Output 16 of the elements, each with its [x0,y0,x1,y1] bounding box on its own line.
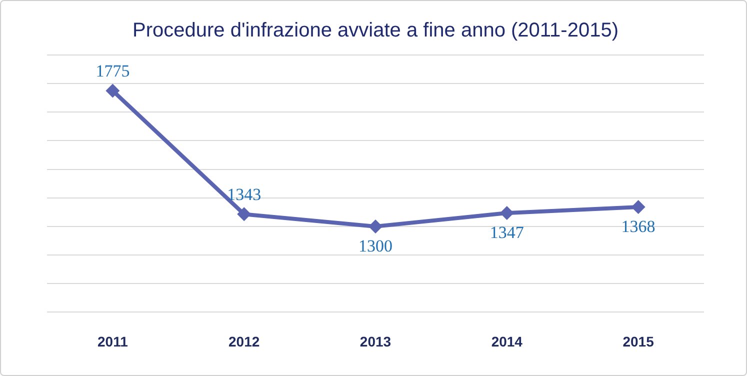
data-label: 1368 [621,217,656,236]
x-tick-label: 2015 [622,333,654,350]
data-label: 1300 [358,236,392,256]
data-label: 1343 [227,185,262,204]
x-tick-label: 2014 [491,333,523,350]
x-tick-label: 2011 [98,333,128,350]
point [500,206,514,220]
x-tick-label: 2012 [228,333,260,350]
chart-title: Procedure d'infrazione avviate a fine anno (2011-2015) [132,20,618,42]
x-tick-label: 2013 [360,333,392,350]
data-label: 1775 [96,62,130,81]
point [631,200,646,214]
data-label: 1347 [490,223,524,242]
point [237,207,252,222]
point [368,219,382,234]
point [106,84,120,98]
